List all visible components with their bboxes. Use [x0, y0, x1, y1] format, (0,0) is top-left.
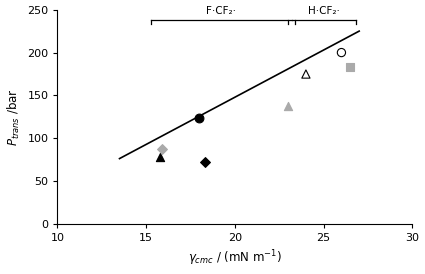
Point: [285, 104, 292, 108]
Point: [201, 160, 208, 165]
Text: F·CF₂·: F·CF₂·: [206, 6, 236, 16]
Point: [347, 65, 354, 69]
Text: H·CF₂·: H·CF₂·: [308, 6, 340, 16]
Point: [303, 72, 309, 76]
Point: [157, 155, 164, 159]
Point: [338, 50, 345, 55]
Point: [159, 147, 165, 151]
Y-axis label: $P_{trans}$ /bar: $P_{trans}$ /bar: [6, 88, 22, 146]
X-axis label: $\gamma_{cmc}$ / (mN m$^{-1}$): $\gamma_{cmc}$ / (mN m$^{-1}$): [188, 249, 282, 269]
Point: [196, 116, 203, 120]
